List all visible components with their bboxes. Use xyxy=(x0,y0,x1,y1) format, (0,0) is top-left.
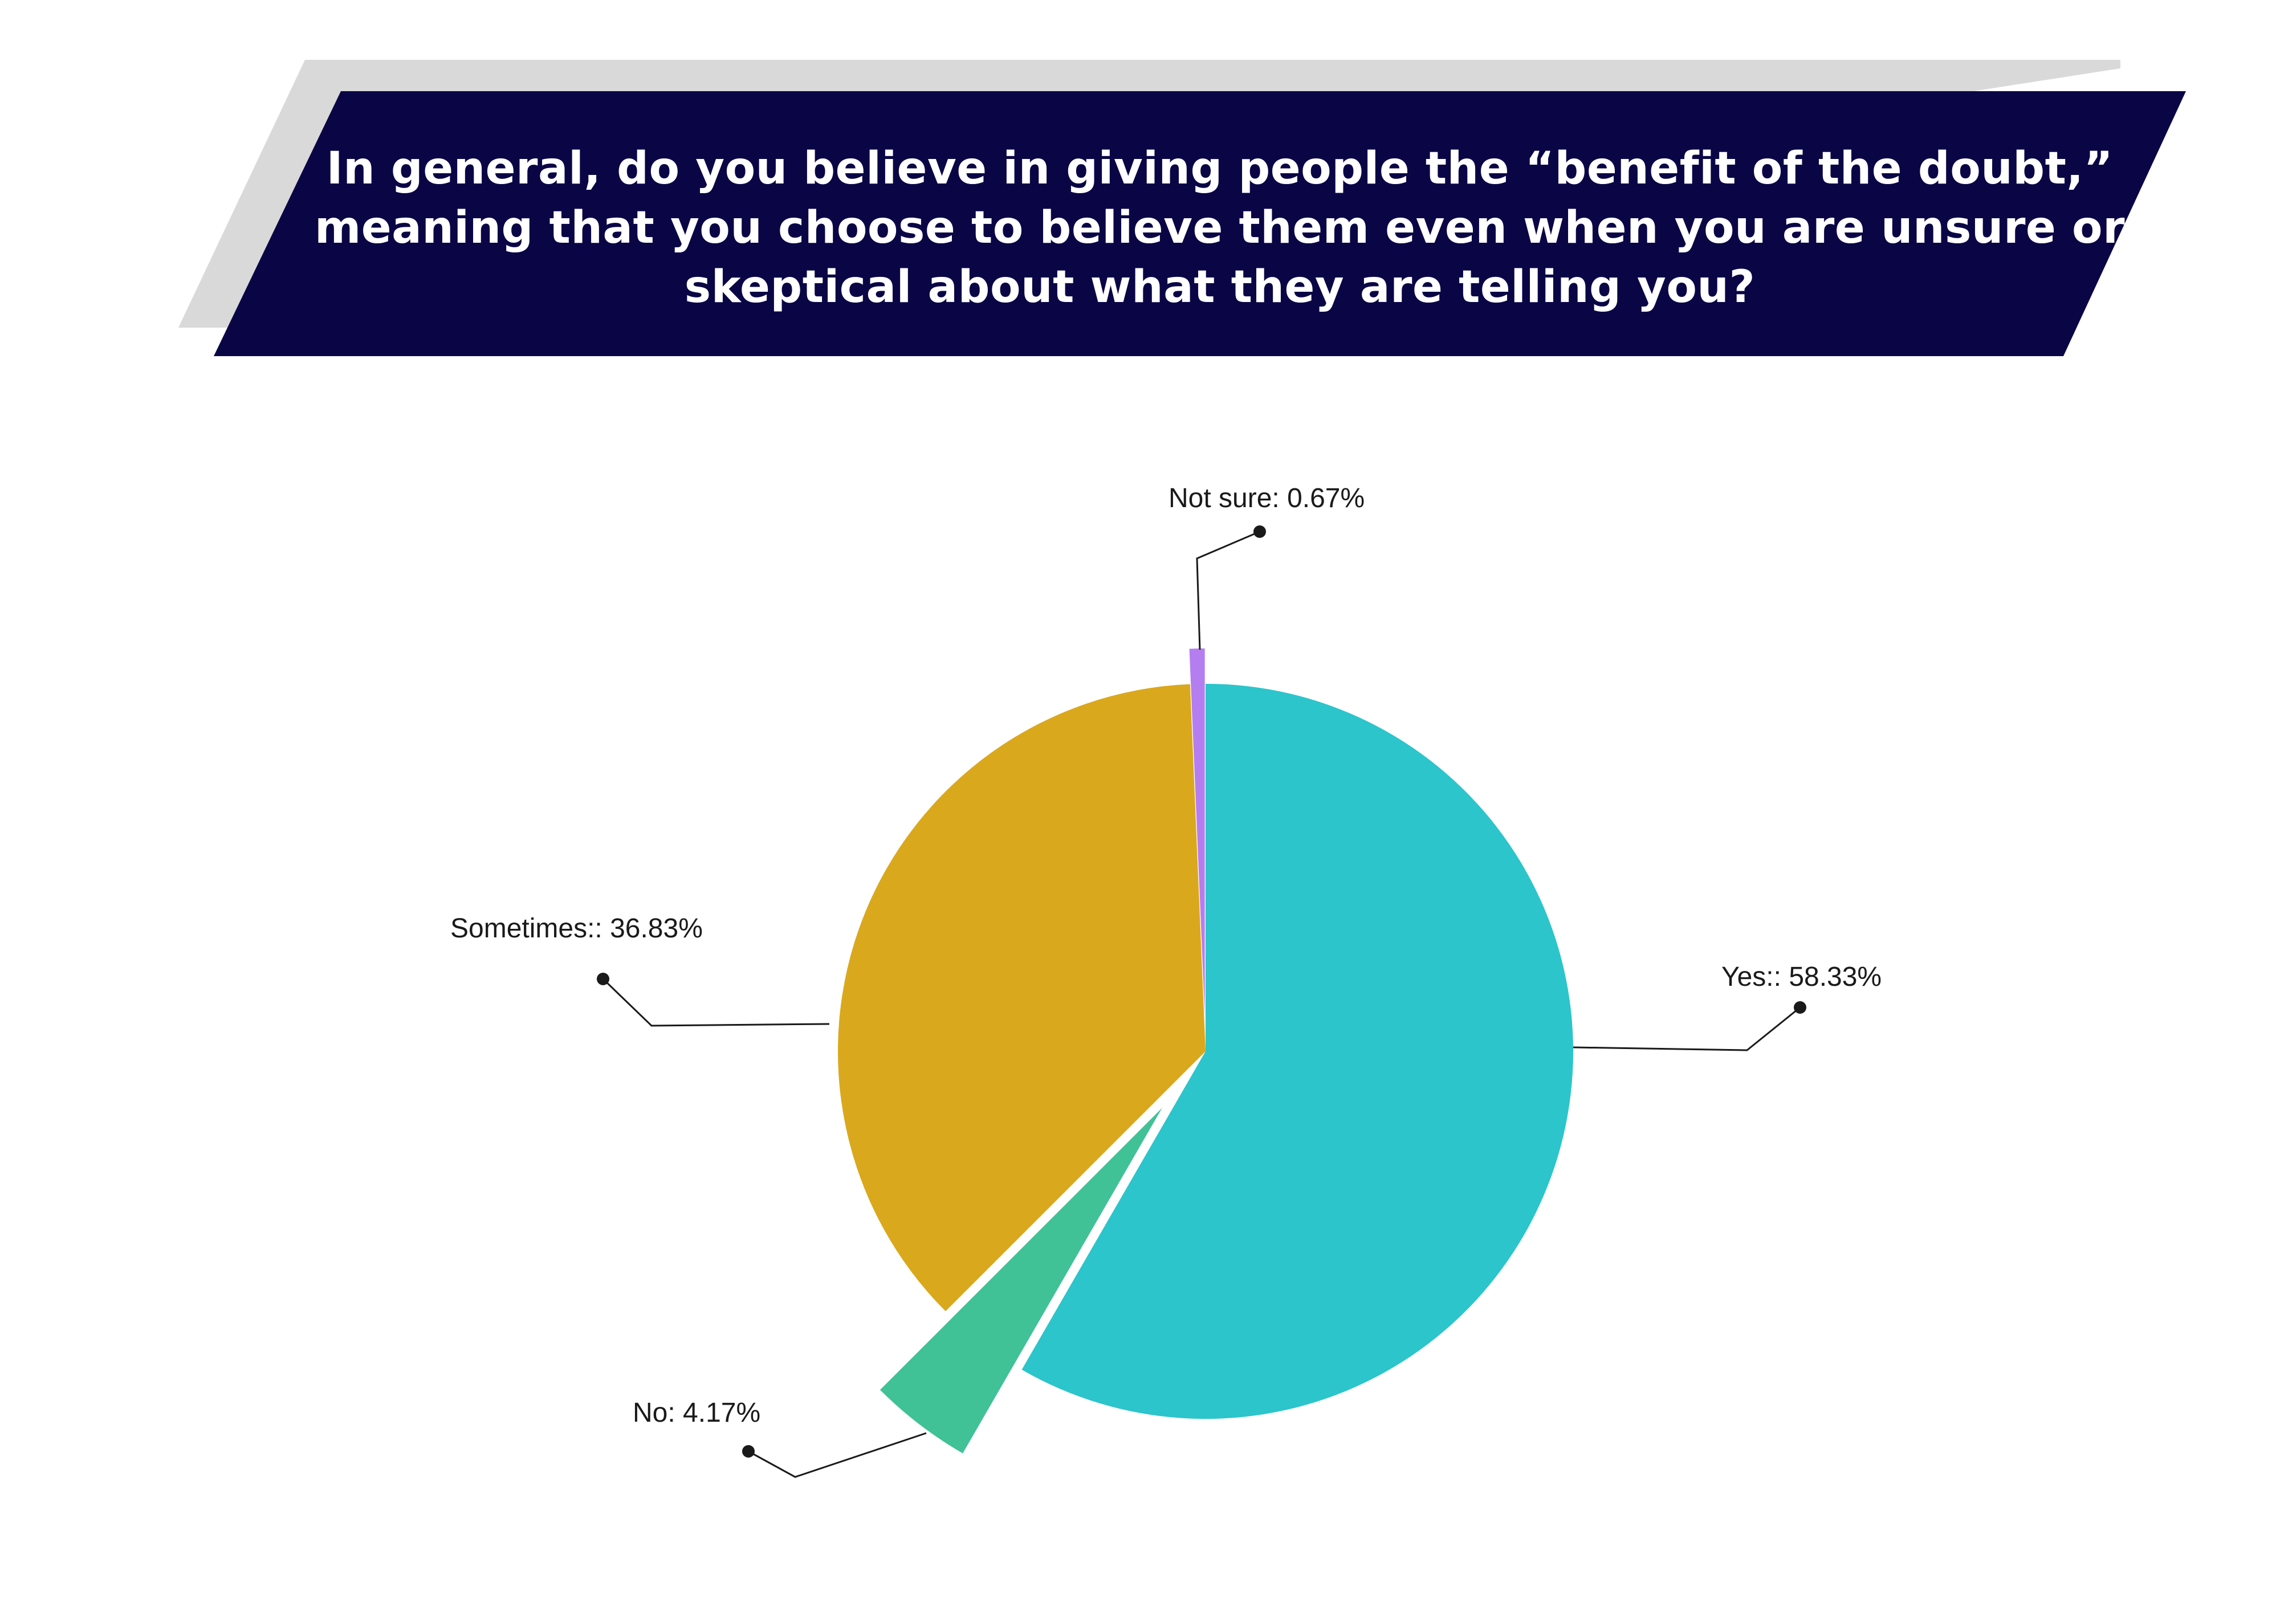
leader-line xyxy=(748,1432,927,1478)
slice-label: Sometimes:: 36.83% xyxy=(450,913,703,944)
leader-line xyxy=(1573,1006,1801,1051)
slice-label: Not sure: 0.67% xyxy=(1168,483,1365,513)
pie-slice-yes xyxy=(1021,684,1574,1419)
slice-labels: Yes:: 58.33%No: 4.17% Sometimes:: 36.83% N… xyxy=(450,483,1882,1428)
leader-dot xyxy=(742,1445,755,1458)
leader-dot xyxy=(597,973,609,985)
leader-dot xyxy=(1253,525,1266,538)
leader-dot xyxy=(1794,1001,1806,1014)
pie-slice-sometimes xyxy=(837,684,1206,1312)
pie-slice-no xyxy=(880,1108,1162,1454)
slice-label: Yes:: 58.33% xyxy=(1721,962,1882,992)
title-banner-background xyxy=(214,91,2186,356)
chart-title: In general, do you believe in giving peo… xyxy=(314,143,2126,313)
slice-label: No: 4.17% xyxy=(633,1398,760,1428)
leader-lines xyxy=(597,525,1806,1478)
pie-slice-notsure xyxy=(1189,648,1205,1017)
leader-line xyxy=(1196,531,1260,650)
leader-line xyxy=(602,978,830,1027)
pie-slices xyxy=(837,648,1574,1454)
